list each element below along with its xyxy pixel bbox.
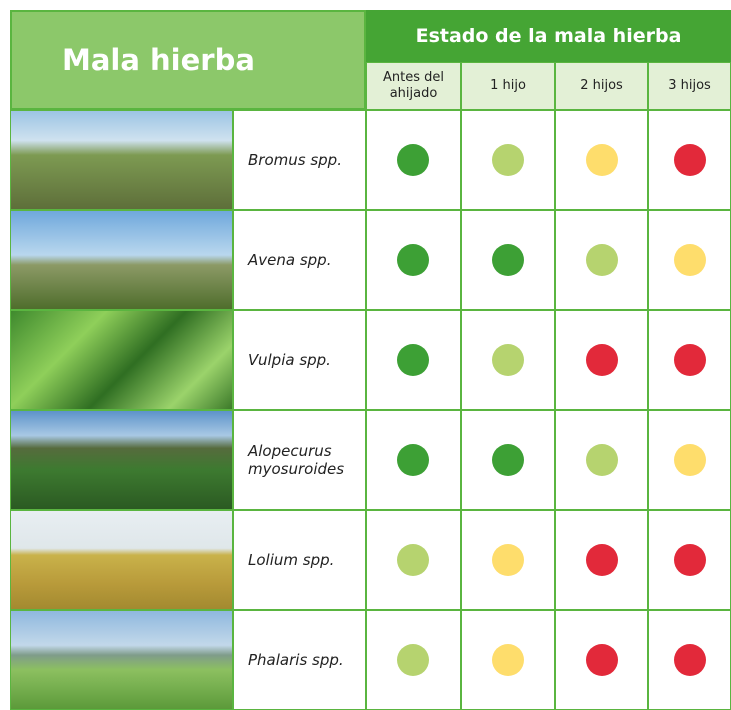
state-dot (673, 644, 706, 676)
state-dot (585, 644, 618, 676)
state-dot (585, 544, 618, 576)
state-dot (397, 644, 429, 676)
state-dot (673, 444, 706, 476)
weed-name: Phalaris spp. (233, 610, 366, 710)
weed-photo (10, 310, 233, 410)
weed-photo (10, 510, 233, 610)
state-dot (492, 244, 524, 276)
column-header: 1 hijo (461, 62, 555, 110)
state-dot (585, 144, 618, 176)
weed-photo (10, 210, 233, 310)
state-title: Estado de la mala hierba (366, 10, 731, 62)
weed-photo (10, 610, 233, 710)
weed-photo (10, 110, 233, 210)
column-header: 3 hijos (648, 62, 731, 110)
column-header: 2 hijos (555, 62, 648, 110)
state-dot (673, 544, 706, 576)
state-dot (585, 244, 618, 276)
state-dot (397, 344, 429, 376)
state-dot (492, 444, 524, 476)
state-cell (555, 410, 648, 510)
weed-photo (10, 410, 233, 510)
column-header: Antes del ahijado (366, 62, 461, 110)
table-title: Mala hierba (10, 10, 366, 110)
weed-name: Alopecurus myosuroides (233, 410, 366, 510)
weed-name: Lolium spp. (233, 510, 366, 610)
state-dot (492, 344, 524, 376)
state-dot (585, 344, 618, 376)
weed-name: Bromus spp. (233, 110, 366, 210)
state-dot (585, 444, 618, 476)
state-dot (492, 644, 524, 676)
state-dot (673, 144, 706, 176)
state-dot (673, 344, 706, 376)
weed-name: Vulpia spp. (233, 310, 366, 410)
state-cell (461, 410, 555, 510)
state-dot (397, 544, 429, 576)
state-cell (648, 210, 731, 310)
state-dot (397, 444, 429, 476)
weed-name: Avena spp. (233, 210, 366, 310)
state-dot (492, 544, 524, 576)
state-dot (492, 144, 524, 176)
state-dot (673, 244, 706, 276)
state-dot (397, 244, 429, 276)
state-dot (397, 144, 429, 176)
